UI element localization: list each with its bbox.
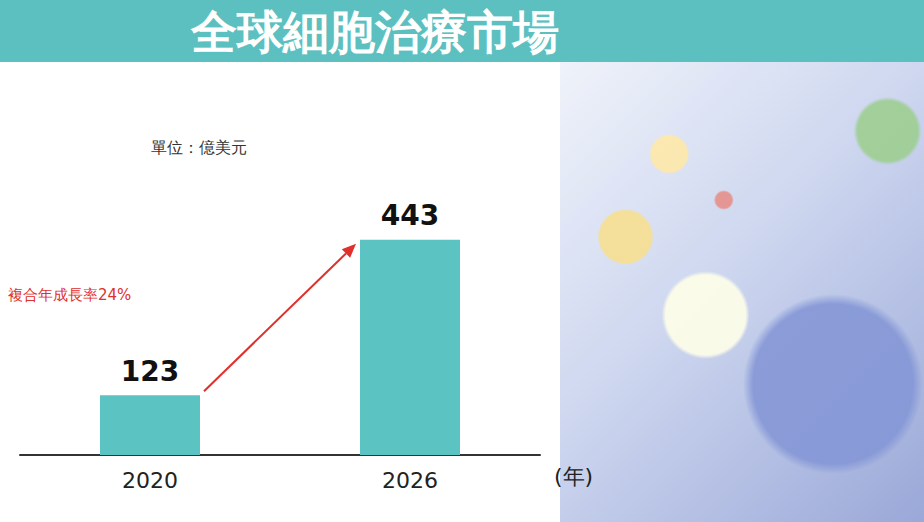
svg-text:複合年成長率24%: 複合年成長率24% bbox=[8, 286, 131, 304]
svg-text:2026: 2026 bbox=[382, 468, 438, 493]
svg-text:443: 443 bbox=[381, 199, 439, 232]
svg-text:單位：億美元: 單位：億美元 bbox=[151, 138, 247, 157]
svg-text:2020: 2020 bbox=[122, 468, 178, 493]
svg-text:123: 123 bbox=[121, 355, 179, 388]
svg-text:(年): (年) bbox=[554, 464, 593, 489]
svg-text:全球細胞治療市場: 全球細胞治療市場 bbox=[190, 5, 559, 59]
